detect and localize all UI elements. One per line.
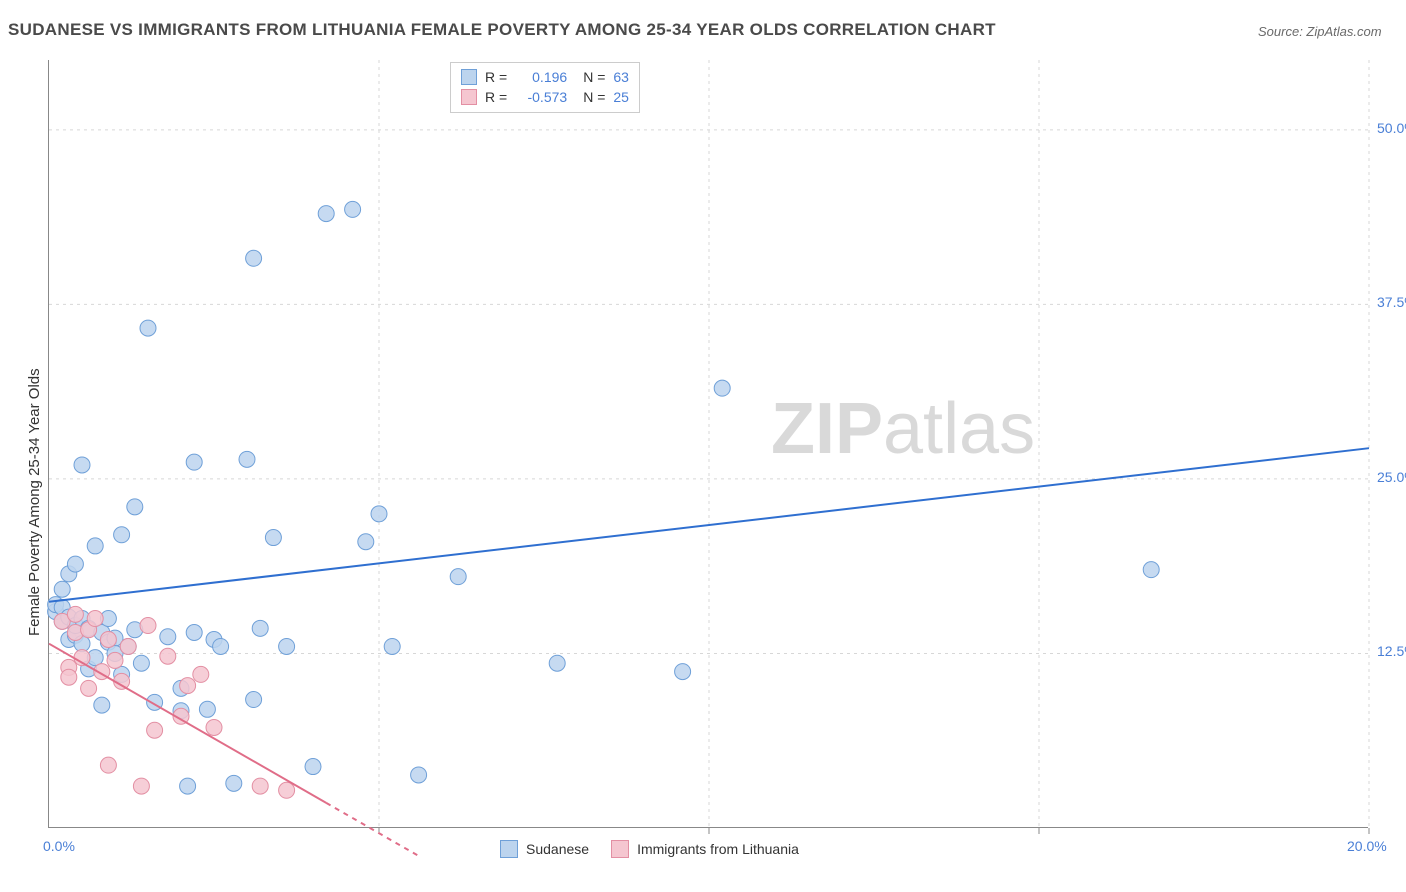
lithuania-point bbox=[160, 648, 176, 664]
stats-swatch-sudanese bbox=[461, 69, 477, 85]
sudanese-point bbox=[74, 457, 90, 473]
lithuania-point bbox=[252, 778, 268, 794]
sudanese-point bbox=[133, 655, 149, 671]
y-axis-label: Female Poverty Among 25-34 Year Olds bbox=[26, 368, 43, 636]
legend-swatch-lithuania bbox=[611, 840, 629, 858]
sudanese-point bbox=[239, 451, 255, 467]
sudanese-point bbox=[411, 767, 427, 783]
lithuania-point bbox=[140, 618, 156, 634]
legend-item-sudanese: Sudanese bbox=[500, 840, 589, 858]
sudanese-point bbox=[318, 206, 334, 222]
sudanese-point bbox=[252, 620, 268, 636]
sudanese-point bbox=[305, 759, 321, 775]
sudanese-point bbox=[246, 250, 262, 266]
sudanese-point bbox=[371, 506, 387, 522]
sudanese-point bbox=[87, 538, 103, 554]
correlation-stats-box: R = 0.196 N = 63 R = -0.573 N = 25 bbox=[450, 62, 640, 113]
sudanese-point bbox=[186, 454, 202, 470]
y-tick-label: 37.5% bbox=[1377, 294, 1406, 310]
y-tick-label: 50.0% bbox=[1377, 120, 1406, 136]
legend-label-lithuania: Immigrants from Lithuania bbox=[637, 841, 799, 857]
lithuania-point bbox=[100, 631, 116, 647]
lithuania-point bbox=[133, 778, 149, 794]
stats-row-lithuania: R = -0.573 N = 25 bbox=[461, 87, 629, 107]
sudanese-point bbox=[345, 201, 361, 217]
lithuania-point bbox=[147, 722, 163, 738]
scatter-svg bbox=[49, 60, 1406, 868]
sudanese-point bbox=[246, 692, 262, 708]
sudanese-point bbox=[279, 638, 295, 654]
lithuania-point bbox=[206, 719, 222, 735]
sudanese-point bbox=[549, 655, 565, 671]
plot-area: ZIPatlas 12.5%25.0%37.5%50.0%0.0%20.0% bbox=[48, 60, 1368, 828]
sudanese-point bbox=[450, 569, 466, 585]
sudanese-point bbox=[94, 697, 110, 713]
lithuania-point bbox=[180, 678, 196, 694]
stats-row-sudanese: R = 0.196 N = 63 bbox=[461, 67, 629, 87]
sudanese-point bbox=[675, 664, 691, 680]
stats-n-label: N = bbox=[583, 67, 605, 87]
sudanese-point bbox=[226, 775, 242, 791]
series-legend: Sudanese Immigrants from Lithuania bbox=[500, 840, 799, 858]
stats-n-value-sudanese: 63 bbox=[613, 67, 629, 87]
sudanese-point bbox=[67, 556, 83, 572]
sudanese-point bbox=[358, 534, 374, 550]
source-attribution: Source: ZipAtlas.com bbox=[1258, 24, 1382, 39]
legend-swatch-sudanese bbox=[500, 840, 518, 858]
legend-item-lithuania: Immigrants from Lithuania bbox=[611, 840, 799, 858]
stats-swatch-lithuania bbox=[461, 89, 477, 105]
lithuania-trendline-dashed bbox=[326, 803, 418, 856]
sudanese-point bbox=[180, 778, 196, 794]
lithuania-point bbox=[193, 666, 209, 682]
sudanese-point bbox=[714, 380, 730, 396]
sudanese-point bbox=[1143, 562, 1159, 578]
lithuania-point bbox=[100, 757, 116, 773]
sudanese-point bbox=[265, 530, 281, 546]
sudanese-point bbox=[186, 625, 202, 641]
stats-r-value-lithuania: -0.573 bbox=[515, 87, 567, 107]
lithuania-point bbox=[87, 611, 103, 627]
y-tick-label: 25.0% bbox=[1377, 469, 1406, 485]
stats-n-value-lithuania: 25 bbox=[613, 87, 629, 107]
chart-container: SUDANESE VS IMMIGRANTS FROM LITHUANIA FE… bbox=[0, 0, 1406, 892]
sudanese-point bbox=[160, 629, 176, 645]
lithuania-point bbox=[61, 669, 77, 685]
chart-title: SUDANESE VS IMMIGRANTS FROM LITHUANIA FE… bbox=[8, 20, 996, 40]
legend-label-sudanese: Sudanese bbox=[526, 841, 589, 857]
lithuania-point bbox=[81, 680, 97, 696]
y-tick-label: 12.5% bbox=[1377, 643, 1406, 659]
stats-n-label: N = bbox=[583, 87, 605, 107]
lithuania-point bbox=[67, 606, 83, 622]
sudanese-point bbox=[114, 527, 130, 543]
lithuania-point bbox=[120, 638, 136, 654]
sudanese-point bbox=[384, 638, 400, 654]
stats-r-value-sudanese: 0.196 bbox=[515, 67, 567, 87]
sudanese-point bbox=[140, 320, 156, 336]
stats-r-label: R = bbox=[485, 67, 507, 87]
sudanese-point bbox=[213, 638, 229, 654]
lithuania-point bbox=[279, 782, 295, 798]
stats-r-label: R = bbox=[485, 87, 507, 107]
x-tick-label: 20.0% bbox=[1347, 838, 1387, 854]
sudanese-point bbox=[54, 581, 70, 597]
lithuania-point bbox=[107, 652, 123, 668]
sudanese-point bbox=[199, 701, 215, 717]
x-tick-label: 0.0% bbox=[43, 838, 75, 854]
sudanese-point bbox=[127, 499, 143, 515]
